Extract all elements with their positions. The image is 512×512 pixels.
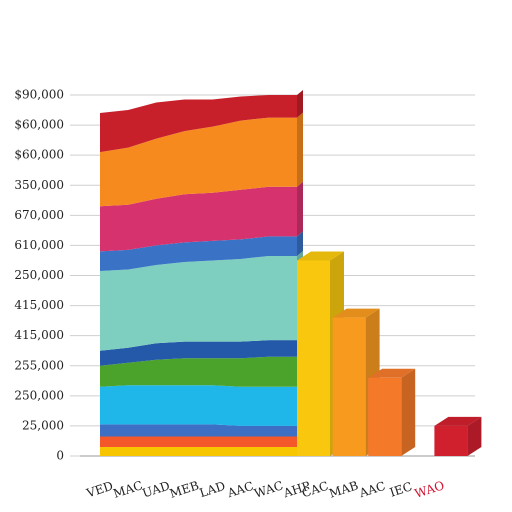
x-tick-label: WAC: [252, 478, 284, 500]
area: [100, 186, 297, 252]
x-tick-label: AAC: [225, 479, 255, 501]
area-side: [297, 181, 303, 237]
bar: [297, 260, 330, 456]
area: [100, 424, 297, 437]
x-tick-label: AAC: [357, 479, 387, 501]
x-tick-label: WAO: [413, 478, 446, 501]
x-tick-label: VED: [84, 479, 115, 501]
area: [100, 255, 297, 351]
y-tick-label: 415,000: [14, 298, 64, 312]
area: [100, 436, 297, 447]
bar: [368, 377, 402, 456]
y-tick-label: 250,000: [14, 388, 64, 402]
x-tick-label: LAD: [198, 479, 227, 500]
y-tick-label: 250,000: [14, 268, 64, 282]
x-tick-label: MAB: [327, 478, 360, 501]
x-tick-label: MEB: [168, 478, 201, 501]
area-side: [297, 231, 303, 256]
bar: [332, 317, 366, 456]
x-tick-label: MAC: [111, 478, 144, 501]
y-tick-label: $60,000: [14, 148, 64, 162]
bar-top: [434, 416, 482, 426]
area: [100, 385, 297, 426]
area: [100, 117, 297, 207]
bar-top: [332, 308, 380, 318]
bar-top: [297, 251, 344, 261]
y-tick-label: 0: [56, 449, 64, 463]
area: [100, 446, 297, 456]
area-side: [297, 112, 303, 187]
x-tick-label: IEC: [388, 479, 414, 499]
y-tick-label: $90,000: [14, 88, 64, 102]
bar-side: [401, 368, 416, 456]
bar-top: [368, 368, 416, 378]
y-tick-label: $60,000: [14, 118, 64, 132]
y-tick-label: 610,000: [14, 238, 64, 252]
y-tick-label: 350,000: [14, 178, 64, 192]
y-tick-label: 255,000: [14, 358, 64, 372]
bar-side: [467, 416, 482, 456]
y-tick-label: 25,000: [22, 418, 64, 432]
area: [100, 356, 297, 387]
y-tick-label: 670,000: [14, 208, 64, 222]
area-side: [297, 90, 303, 118]
area: [100, 236, 297, 271]
bar: [434, 425, 468, 456]
area: [100, 95, 297, 153]
y-tick-label: 415,000: [14, 328, 64, 342]
area: [100, 340, 297, 366]
x-tick-label: UAD: [141, 479, 172, 501]
